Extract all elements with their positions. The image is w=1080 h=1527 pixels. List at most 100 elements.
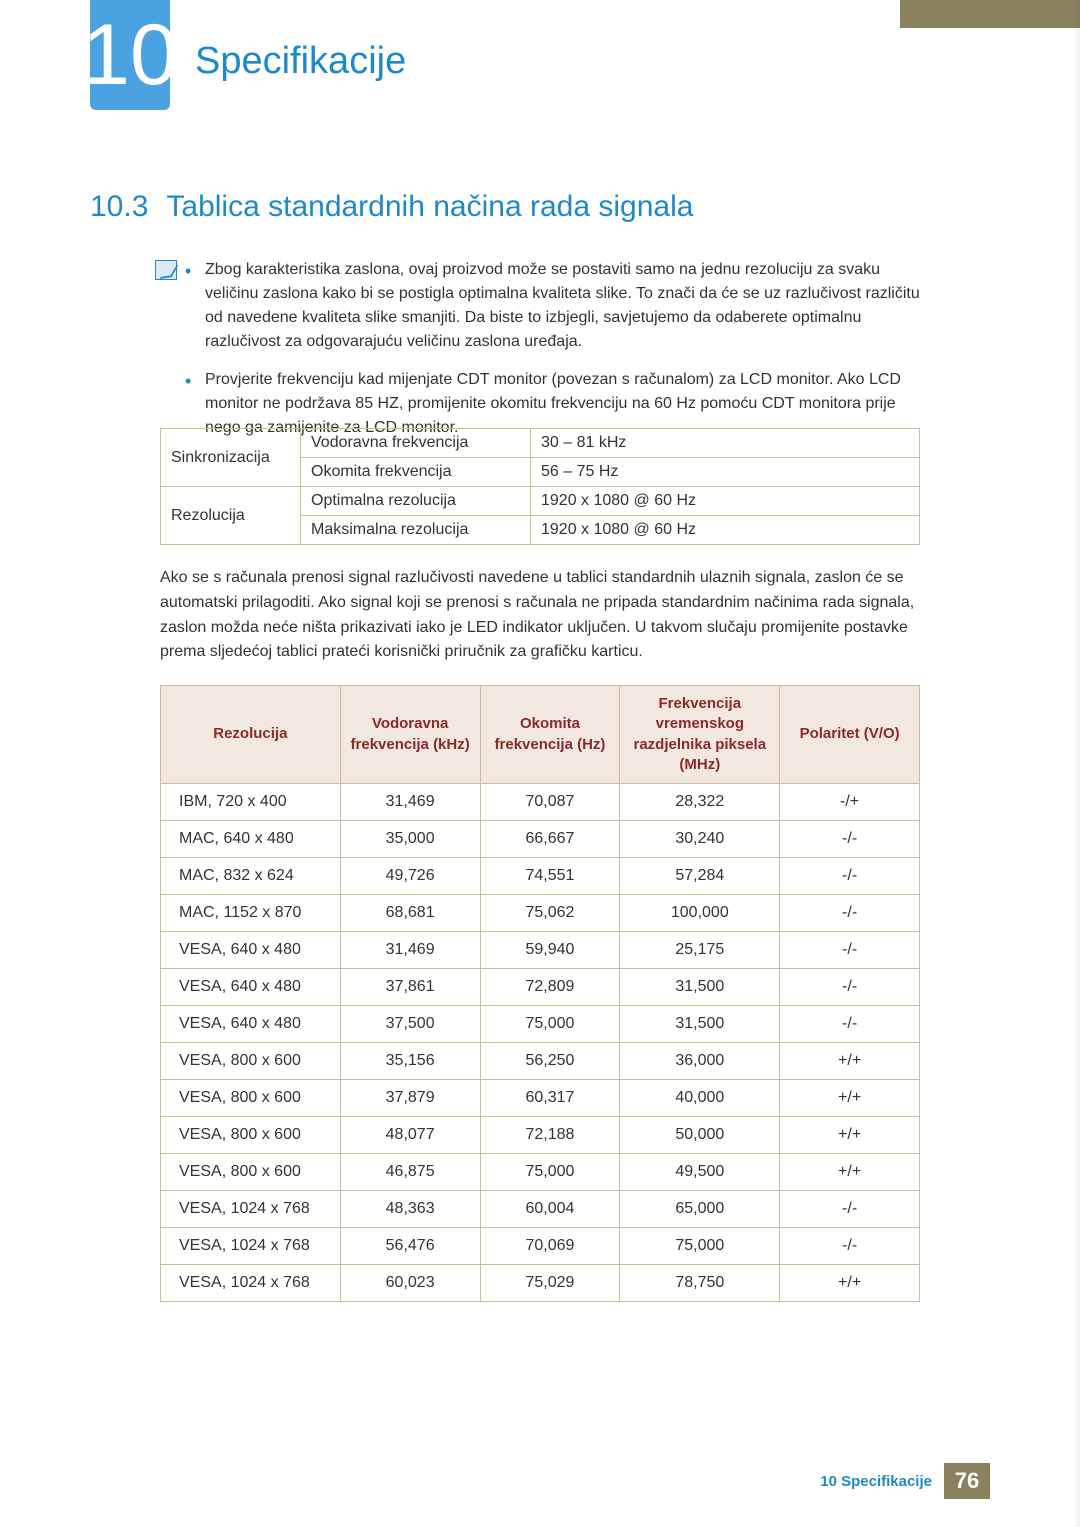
sync-table: Sinkronizacija Vodoravna frekvencija 30 … (160, 428, 920, 545)
sync-value: 1920 x 1080 @ 60 Hz (531, 487, 920, 516)
signal-cell: 100,000 (620, 895, 780, 932)
signal-header: Okomita frekvencija (Hz) (480, 686, 620, 784)
signal-cell: 78,750 (620, 1265, 780, 1302)
footer-label: 10 Specifikacije (820, 1473, 932, 1490)
chapter-number: 10 (82, 12, 178, 98)
sync-group: Sinkronizacija (161, 429, 301, 487)
signal-cell: 56,476 (340, 1228, 480, 1265)
signal-cell: 31,469 (340, 932, 480, 969)
signal-cell: 68,681 (340, 895, 480, 932)
signal-cell: VESA, 1024 x 768 (161, 1228, 341, 1265)
signal-cell: 46,875 (340, 1154, 480, 1191)
sync-label: Okomita frekvencija (301, 458, 531, 487)
signal-cell: 36,000 (620, 1043, 780, 1080)
table-row: VESA, 640 x 48031,46959,94025,175-/- (161, 932, 920, 969)
signal-cell: -/- (780, 858, 920, 895)
signal-cell: VESA, 800 x 600 (161, 1043, 341, 1080)
table-row: MAC, 1152 x 87068,68175,062100,000-/- (161, 895, 920, 932)
note-item: Zbog karakteristika zaslona, ovaj proizv… (185, 258, 925, 354)
chapter-title: Specifikacije (195, 40, 406, 83)
table-row: VESA, 1024 x 76856,47670,06975,000-/- (161, 1228, 920, 1265)
signal-cell: IBM, 720 x 400 (161, 784, 341, 821)
signal-cell: VESA, 640 x 480 (161, 969, 341, 1006)
signal-cell: 25,175 (620, 932, 780, 969)
signal-cell: 56,250 (480, 1043, 620, 1080)
signal-cell: 60,317 (480, 1080, 620, 1117)
signal-cell: -/- (780, 932, 920, 969)
table-row: VESA, 800 x 60046,87575,00049,500+/+ (161, 1154, 920, 1191)
signal-cell: 70,069 (480, 1228, 620, 1265)
signal-cell: 35,000 (340, 821, 480, 858)
sync-value: 30 – 81 kHz (531, 429, 920, 458)
table-row: VESA, 640 x 48037,50075,00031,500-/- (161, 1006, 920, 1043)
signal-cell: 28,322 (620, 784, 780, 821)
signal-cell: -/- (780, 969, 920, 1006)
signal-cell: 60,004 (480, 1191, 620, 1228)
table-row: VESA, 800 x 60035,15656,25036,000+/+ (161, 1043, 920, 1080)
footer: 10 Specifikacije 76 (820, 1463, 990, 1499)
chapter-badge: 10 (90, 0, 170, 110)
signal-cell: 72,188 (480, 1117, 620, 1154)
signal-cell: 75,062 (480, 895, 620, 932)
signal-cell: 59,940 (480, 932, 620, 969)
signal-cell: 74,551 (480, 858, 620, 895)
footer-page: 76 (944, 1463, 990, 1499)
signal-cell: +/+ (780, 1117, 920, 1154)
sync-value: 1920 x 1080 @ 60 Hz (531, 516, 920, 545)
signal-cell: 48,363 (340, 1191, 480, 1228)
signal-cell: -/- (780, 1006, 920, 1043)
table-row: Rezolucija Optimalna rezolucija 1920 x 1… (161, 487, 920, 516)
signal-cell: 49,500 (620, 1154, 780, 1191)
signal-cell: +/+ (780, 1265, 920, 1302)
signal-cell: MAC, 640 x 480 (161, 821, 341, 858)
signal-cell: MAC, 1152 x 870 (161, 895, 341, 932)
signal-cell: VESA, 800 x 600 (161, 1117, 341, 1154)
signal-cell: VESA, 640 x 480 (161, 932, 341, 969)
signal-cell: VESA, 800 x 600 (161, 1154, 341, 1191)
signal-cell: 48,077 (340, 1117, 480, 1154)
signal-cell: 65,000 (620, 1191, 780, 1228)
signal-cell: 60,023 (340, 1265, 480, 1302)
signal-cell: -/+ (780, 784, 920, 821)
table-row: VESA, 800 x 60037,87960,31740,000+/+ (161, 1080, 920, 1117)
signal-cell: -/- (780, 821, 920, 858)
signal-cell: 37,500 (340, 1006, 480, 1043)
signal-cell: VESA, 640 x 480 (161, 1006, 341, 1043)
table-row: VESA, 800 x 60048,07772,18850,000+/+ (161, 1117, 920, 1154)
signal-cell: +/+ (780, 1043, 920, 1080)
body-paragraph: Ako se s računala prenosi signal razluči… (160, 566, 930, 665)
signal-cell: 75,000 (620, 1228, 780, 1265)
signal-cell: 75,000 (480, 1154, 620, 1191)
sync-group: Rezolucija (161, 487, 301, 545)
signal-cell: 31,469 (340, 784, 480, 821)
signal-cell: 72,809 (480, 969, 620, 1006)
signal-cell: 31,500 (620, 1006, 780, 1043)
signal-header: Rezolucija (161, 686, 341, 784)
signal-cell: 57,284 (620, 858, 780, 895)
signal-cell: +/+ (780, 1154, 920, 1191)
sync-value: 56 – 75 Hz (531, 458, 920, 487)
signal-cell: -/- (780, 1191, 920, 1228)
signal-cell: 37,861 (340, 969, 480, 1006)
signal-cell: 37,879 (340, 1080, 480, 1117)
signal-header: Frekvencija vremenskog razdjelnika pikse… (620, 686, 780, 784)
signal-cell: 35,156 (340, 1043, 480, 1080)
signal-header: Vodoravna frekvencija (kHz) (340, 686, 480, 784)
signal-cell: 50,000 (620, 1117, 780, 1154)
signal-cell: +/+ (780, 1080, 920, 1117)
signal-cell: 75,029 (480, 1265, 620, 1302)
signal-cell: 40,000 (620, 1080, 780, 1117)
table-row: Sinkronizacija Vodoravna frekvencija 30 … (161, 429, 920, 458)
note-block: Zbog karakteristika zaslona, ovaj proizv… (185, 258, 925, 454)
table-row: MAC, 640 x 48035,00066,66730,240-/- (161, 821, 920, 858)
sync-label: Optimalna rezolucija (301, 487, 531, 516)
table-row: VESA, 1024 x 76860,02375,02978,750+/+ (161, 1265, 920, 1302)
table-row: VESA, 640 x 48037,86172,80931,500-/- (161, 969, 920, 1006)
signal-cell: -/- (780, 895, 920, 932)
signal-cell: -/- (780, 1228, 920, 1265)
signal-cell: 66,667 (480, 821, 620, 858)
top-strip (900, 0, 1080, 28)
signal-cell: 75,000 (480, 1006, 620, 1043)
signal-table: Rezolucija Vodoravna frekvencija (kHz) O… (160, 685, 920, 1302)
table-row: IBM, 720 x 40031,46970,08728,322-/+ (161, 784, 920, 821)
